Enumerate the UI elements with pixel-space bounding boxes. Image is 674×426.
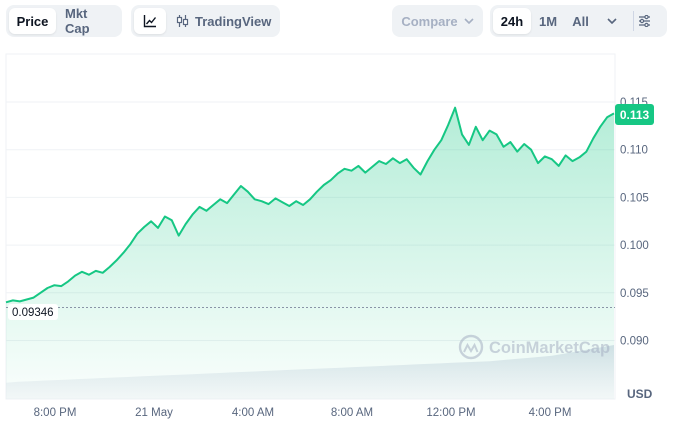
settings-sliders-icon bbox=[638, 15, 651, 27]
x-tick-label: 12:00 PM bbox=[426, 407, 475, 419]
x-tick-label: 8:00 AM bbox=[331, 407, 373, 419]
currency-label: USD bbox=[627, 387, 653, 401]
time-range-selector: 24h 1M All bbox=[490, 5, 667, 37]
range-more-dropdown[interactable] bbox=[596, 8, 628, 34]
toolbar-divider bbox=[633, 11, 634, 31]
coinmarketcap-logo-icon bbox=[458, 334, 484, 360]
tradingview-label: TradingView bbox=[195, 13, 272, 29]
x-tick-label: 4:00 PM bbox=[529, 407, 572, 419]
current-price-badge bbox=[615, 104, 654, 125]
x-tick-label: 21 May bbox=[135, 407, 173, 419]
tab-market-cap[interactable]: Mkt Cap bbox=[65, 6, 90, 36]
range-all[interactable]: All bbox=[572, 13, 589, 29]
watermark-text: CoinMarketCap bbox=[489, 339, 610, 357]
range-24h[interactable]: 24h bbox=[493, 8, 531, 34]
x-tick-label: 4:00 AM bbox=[232, 407, 274, 419]
compare-label: Compare bbox=[401, 13, 458, 29]
current-price-value: 0.113 bbox=[620, 108, 650, 122]
y-tick-label: 0.090 bbox=[620, 336, 649, 348]
chart-settings-button[interactable] bbox=[628, 8, 660, 34]
y-tick-label: 0.110 bbox=[620, 145, 648, 157]
compare-dropdown[interactable]: Compare bbox=[392, 5, 483, 37]
chevron-down-icon bbox=[607, 18, 617, 24]
tab-price[interactable]: Price bbox=[9, 8, 56, 34]
coinmarketcap-watermark: CoinMarketCap bbox=[458, 334, 610, 360]
line-chart-icon bbox=[143, 14, 157, 28]
price-line bbox=[5, 106, 615, 304]
open-price-label: 0.09346 bbox=[12, 307, 54, 319]
open-price-label-bg bbox=[8, 304, 58, 320]
chevron-down-icon bbox=[464, 18, 474, 24]
price-area-fill bbox=[6, 107, 614, 399]
y-tick-label: 0.100 bbox=[620, 240, 649, 252]
x-tick-label: 8:00 PM bbox=[34, 407, 77, 419]
candlestick-icon bbox=[176, 14, 189, 28]
tradingview-button[interactable]: TradingView bbox=[166, 8, 277, 34]
y-tick-label: 0.095 bbox=[620, 288, 649, 300]
chart-type-toggle: Price Mkt Cap bbox=[6, 5, 122, 37]
range-1m[interactable]: 1M bbox=[538, 13, 558, 29]
chart-mode-toggle: TradingView bbox=[131, 5, 280, 37]
line-chart-button[interactable] bbox=[134, 8, 166, 34]
y-tick-label: 0.105 bbox=[620, 192, 649, 204]
